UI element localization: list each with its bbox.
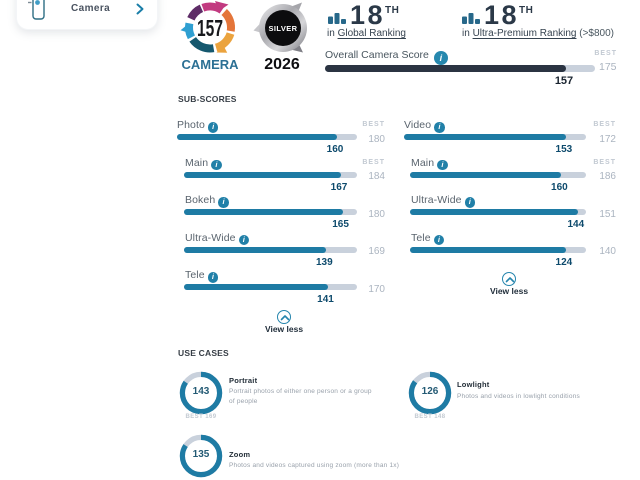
svg-text:SILVER: SILVER (269, 24, 298, 33)
svg-text:157: 157 (197, 15, 223, 41)
